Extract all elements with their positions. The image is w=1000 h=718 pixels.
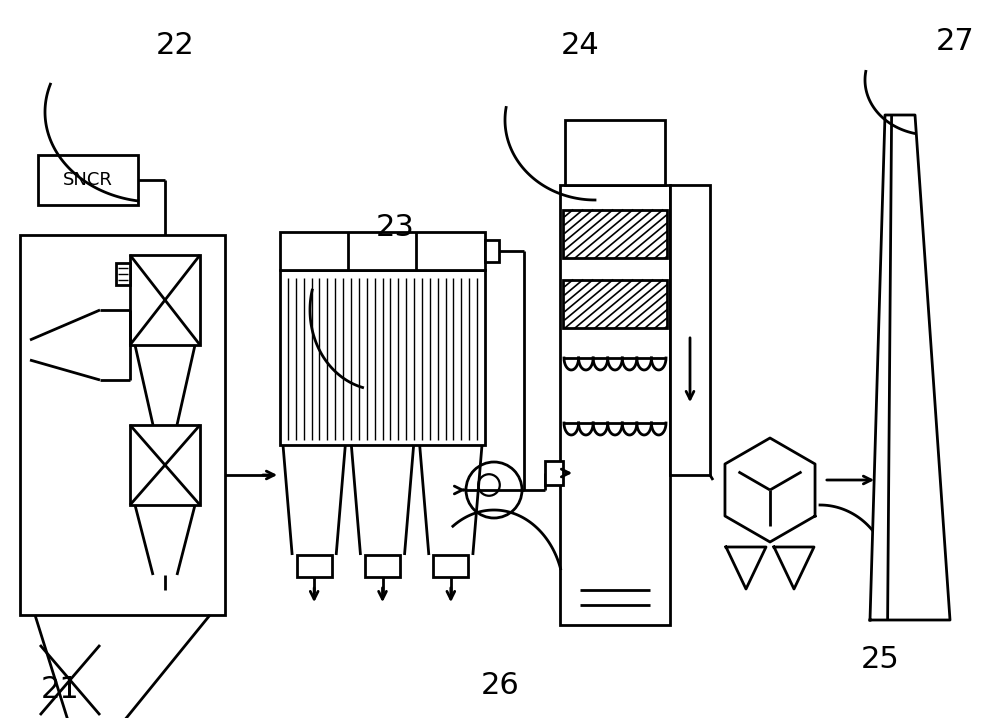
Bar xyxy=(297,555,332,577)
Bar xyxy=(280,270,485,445)
Text: SNCR: SNCR xyxy=(63,171,113,189)
Bar xyxy=(563,280,667,328)
Text: 26: 26 xyxy=(481,671,519,699)
Text: 21: 21 xyxy=(41,676,79,704)
Bar xyxy=(20,235,225,615)
Bar xyxy=(130,255,200,345)
Bar xyxy=(670,185,710,475)
Bar xyxy=(38,155,138,205)
Text: 25: 25 xyxy=(861,645,899,674)
Text: 22: 22 xyxy=(156,30,194,60)
Bar xyxy=(130,425,200,505)
Bar xyxy=(485,240,499,262)
Bar xyxy=(565,120,665,185)
Polygon shape xyxy=(870,115,950,620)
Bar xyxy=(545,461,563,485)
Bar xyxy=(280,232,485,270)
Bar xyxy=(560,185,670,625)
Text: 23: 23 xyxy=(376,213,414,243)
Text: 24: 24 xyxy=(561,30,599,60)
Bar xyxy=(433,555,468,577)
Bar xyxy=(563,210,667,258)
Text: 27: 27 xyxy=(936,27,974,57)
Bar xyxy=(116,263,130,285)
Bar xyxy=(365,555,400,577)
